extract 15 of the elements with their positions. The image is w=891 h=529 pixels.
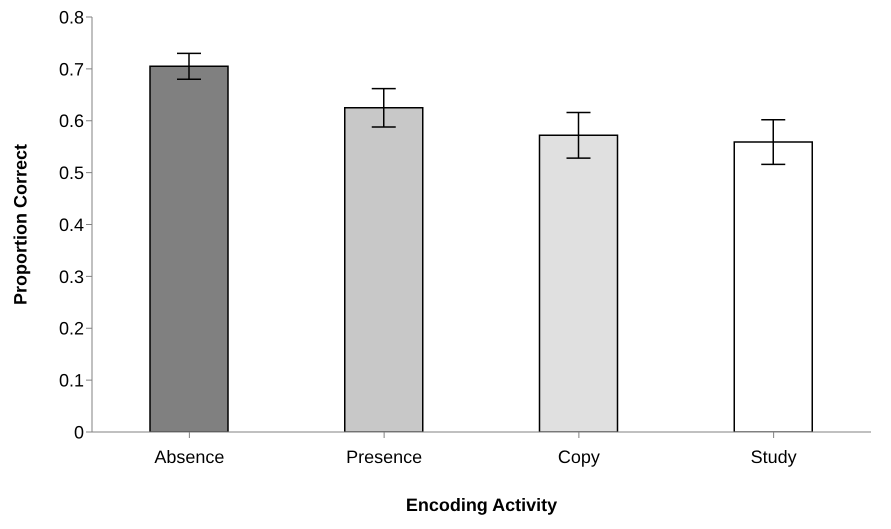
x-tick-label: Copy — [558, 446, 600, 467]
y-tick-label: 0.4 — [58, 214, 84, 235]
x-axis-title: Encoding Activity — [406, 495, 558, 515]
y-tick-label: 0.2 — [58, 318, 84, 339]
x-tick-label: Study — [750, 446, 797, 467]
y-tick-label: 0.3 — [58, 266, 84, 287]
x-tick-label: Absence — [154, 446, 224, 467]
y-axis-title: Proportion Correct — [10, 144, 30, 306]
x-tick-label: Presence — [346, 446, 422, 467]
y-tick-label: 0.8 — [58, 7, 84, 28]
y-tick-label: 0 — [74, 422, 84, 442]
y-tick-label: 0.5 — [58, 163, 84, 184]
y-tick-label: 0.1 — [58, 370, 84, 391]
y-tick-label: 0.6 — [58, 111, 84, 132]
y-tick-label: 0.7 — [58, 59, 84, 80]
